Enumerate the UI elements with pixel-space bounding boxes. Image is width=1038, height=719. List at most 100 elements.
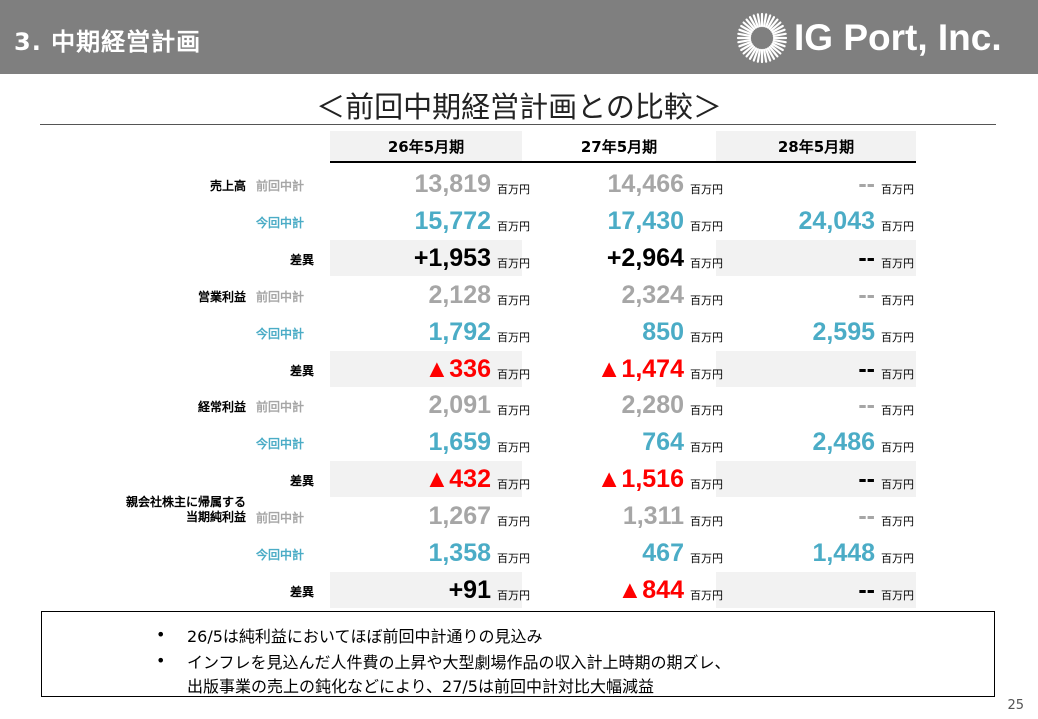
row-kind-label: 前回中計 xyxy=(256,179,305,193)
value: +1,953 xyxy=(413,243,491,272)
unit-label: 百万円 xyxy=(497,404,530,418)
value-cell: -- 百万円 xyxy=(858,575,914,605)
value-cell: 2,128 百万円 xyxy=(428,280,530,310)
unit-label: 百万円 xyxy=(497,219,530,233)
value: -- xyxy=(858,280,875,309)
value: 13,819 xyxy=(414,170,491,198)
value-cell: -- 百万円 xyxy=(858,464,914,494)
value: 17,430 xyxy=(607,206,684,235)
unit-label: 百万円 xyxy=(690,256,723,270)
value-cell: 1,358 百万円 xyxy=(428,538,530,568)
item-label: 営業利益 xyxy=(197,289,246,304)
unit-label: 百万円 xyxy=(690,404,723,418)
value-cell: +2,964 百万円 xyxy=(607,243,723,273)
value: 15,772 xyxy=(414,206,491,235)
table-row: 今回中計 1,659 百万円 764 百万円 2,486 百万円 xyxy=(0,424,1038,460)
value: -- xyxy=(858,391,875,420)
unit-label: 百万円 xyxy=(497,588,530,602)
unit-label: 百万円 xyxy=(690,588,723,602)
unit-label: 百万円 xyxy=(690,219,723,233)
table-row: 差異 ▲432 百万円 ▲1,516 百万円 -- 百万円 xyxy=(0,461,1038,498)
value: 1,311 xyxy=(622,502,684,531)
table-row: 営業利益 前回中計 2,128 百万円 2,324 百万円 -- 百万円 xyxy=(0,277,1038,313)
note-3: 出版事業の売上の鈍化などにより、27/5は前回中計対比大幅減益 xyxy=(187,677,654,696)
unit-label: 百万円 xyxy=(497,256,530,270)
row-kind-label: 差異 xyxy=(290,584,315,599)
unit-label: 百万円 xyxy=(690,552,723,565)
item-label: 経常利益 xyxy=(197,400,246,415)
table-row: 今回中計 1,792 百万円 850 百万円 2,595 百万円 xyxy=(0,314,1038,350)
value-cell: 850 百万円 xyxy=(642,317,723,347)
value: 764 xyxy=(642,428,684,457)
unit-label: 百万円 xyxy=(881,293,914,307)
value: ▲432 xyxy=(424,465,491,494)
comparison-title: ＜前回中期経営計画との比較＞ xyxy=(316,90,722,124)
value: ▲336 xyxy=(424,354,491,383)
value: 1,448 xyxy=(812,539,875,567)
value-cell: 2,091 百万円 xyxy=(428,390,530,420)
value: 850 xyxy=(642,317,684,346)
note-2: インフレを見込んだ人件費の上昇や大型劇場作品の収入計上時期の期ズレ、 xyxy=(187,653,731,672)
header-bar: 3. 中期経営計画 IG Port, Inc. xyxy=(0,0,1038,74)
value: ▲1,474 xyxy=(596,354,684,383)
value: 1,659 xyxy=(428,428,491,457)
unit-label: 百万円 xyxy=(497,293,530,307)
item-label: 売上高 xyxy=(209,179,246,193)
value: 2,595 xyxy=(812,317,875,346)
value: 24,043 xyxy=(798,206,875,235)
value-cell: +1,953 百万円 xyxy=(414,243,530,273)
unit-label: 百万円 xyxy=(690,478,723,492)
table-row: 経常利益 前回中計 2,091 百万円 2,280 百万円 -- 百万円 xyxy=(0,387,1038,423)
unit-label: 百万円 xyxy=(881,256,914,270)
item-label: 親会社株主に帰属する 当期純利益 xyxy=(125,495,246,525)
value: 467 xyxy=(642,539,684,567)
table-row: 差異 +91 百万円 ▲844 百万円 -- 百万円 xyxy=(0,571,1038,608)
value: -- xyxy=(858,465,875,494)
value: 14,466 xyxy=(607,170,684,198)
value-cell: 24,043 百万円 xyxy=(799,206,914,236)
row-kind-label: 今回中計 xyxy=(256,215,305,230)
row-kind-label: 今回中計 xyxy=(256,437,305,452)
value: +91 xyxy=(448,575,491,604)
note-1: 26/5は純利益においてほぼ前回中計通りの見込み xyxy=(187,627,543,646)
row-kind-label: 今回中計 xyxy=(256,548,305,562)
value: ▲844 xyxy=(617,575,684,604)
table-row: 差異 ▲336 百万円 ▲1,474 百万円 -- 百万円 xyxy=(0,350,1038,387)
unit-label: 百万円 xyxy=(881,588,914,602)
value-cell: 467 百万円 xyxy=(642,538,723,568)
table-row: 売上高 前回中計 13,819 百万円 14,466 百万円 -- 百万円 xyxy=(0,166,1038,202)
value-cell: 1,659 百万円 xyxy=(428,427,530,457)
unit-label: 百万円 xyxy=(690,441,723,455)
value-cell: -- 百万円 xyxy=(858,169,914,199)
bullet: • xyxy=(156,651,166,670)
table-row: 親会社株主に帰属する 当期純利益 前回中計 1,267 百万円 1,311 百万円 -- 百万円 xyxy=(0,495,1038,534)
row-kind-label: 差異 xyxy=(290,474,315,489)
unit-label: 百万円 xyxy=(690,183,723,196)
unit-label: 百万円 xyxy=(497,552,530,565)
unit-label: 百万円 xyxy=(690,330,723,344)
value: -- xyxy=(858,575,875,604)
header-divider xyxy=(330,161,916,163)
unit-label: 百万円 xyxy=(881,552,914,565)
row-kind-label: 前回中計 xyxy=(256,400,305,415)
value: -- xyxy=(858,502,875,531)
value-cell: 2,595 百万円 xyxy=(812,317,914,347)
value: ▲1,516 xyxy=(596,465,684,494)
value-cell: 15,772 百万円 xyxy=(415,206,530,236)
value: +2,964 xyxy=(606,243,684,272)
row-kind-label: 差異 xyxy=(290,252,315,267)
table-row: 今回中計 1,358 百万円 467 百万円 1,448 百万円 xyxy=(0,535,1038,571)
row-kind-label: 差異 xyxy=(290,363,315,378)
page-number: 25 xyxy=(1007,698,1024,713)
bullet: • xyxy=(156,625,166,644)
table-row: 差異 +1,953 百万円 +2,964 百万円 -- 百万円 xyxy=(0,239,1038,276)
unit-label: 百万円 xyxy=(497,367,530,381)
column-header-fy28: 28年5月期 xyxy=(716,131,916,161)
title-divider xyxy=(40,124,996,125)
value: 2,280 xyxy=(621,391,684,420)
sunburst-logo-icon xyxy=(736,12,788,64)
unit-label: 百万円 xyxy=(690,293,723,307)
value-cell: -- 百万円 xyxy=(858,390,914,420)
value-cell: ▲336 百万円 xyxy=(425,354,530,384)
value-cell: ▲844 百万円 xyxy=(618,575,723,605)
